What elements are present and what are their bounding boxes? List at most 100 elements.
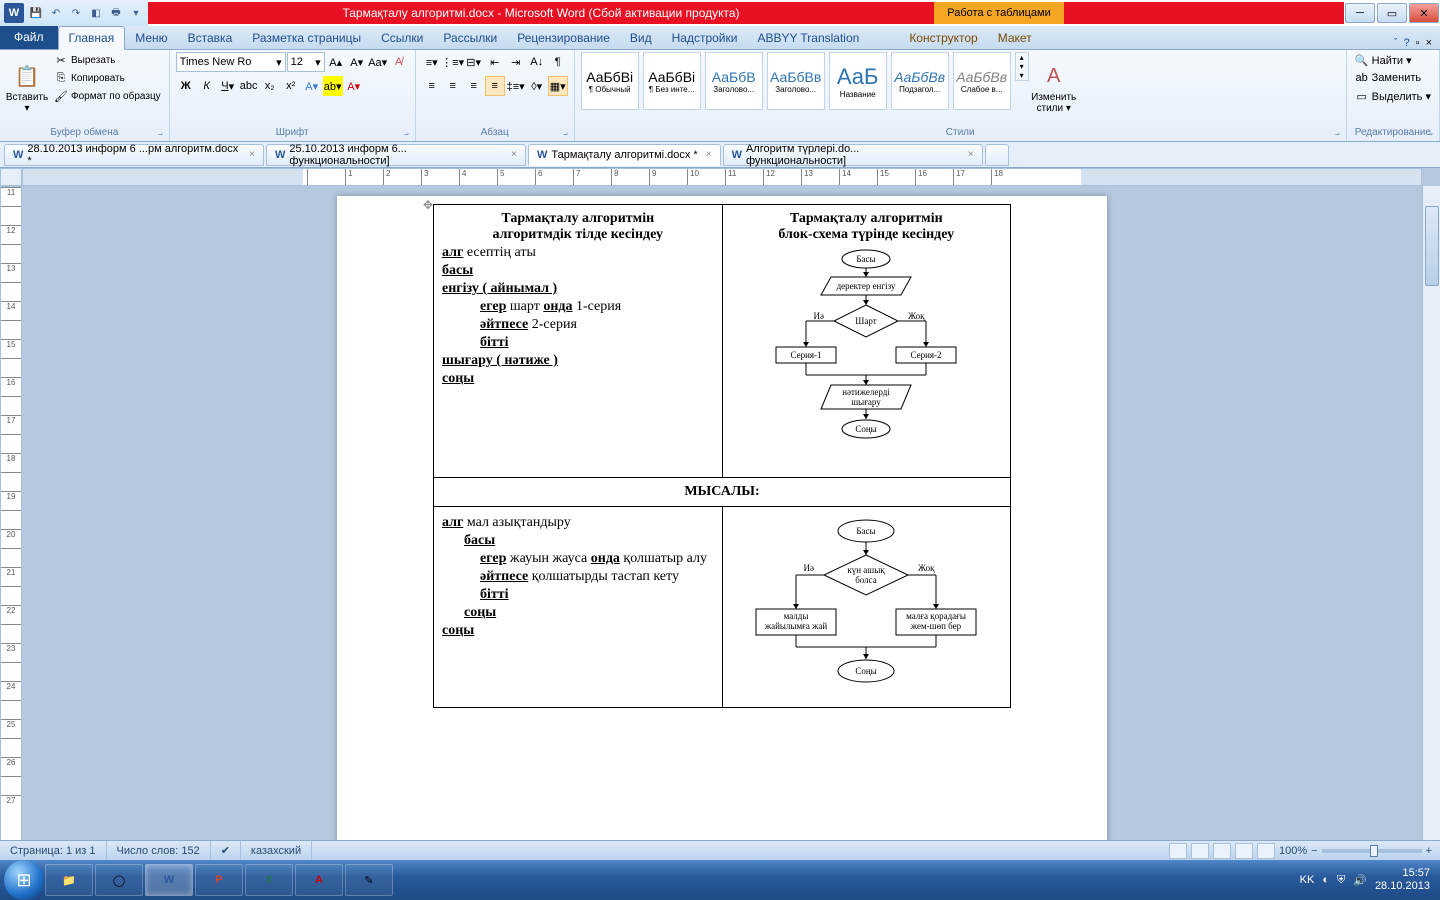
page-scroll-area[interactable]: ✥ Тармақталу алгоритмін алгоритмдік тілд… — [22, 186, 1422, 880]
view-outline-button[interactable] — [1235, 843, 1253, 859]
bold-button[interactable]: Ж — [176, 76, 196, 96]
ruler-corner[interactable] — [0, 168, 22, 186]
font-name-combo[interactable]: Times New Ro▾ — [176, 52, 286, 72]
scroll-thumb[interactable] — [1425, 206, 1439, 286]
tab-view[interactable]: Вид — [620, 27, 662, 49]
tab-abbyy[interactable]: ABBYY Translation — [747, 27, 869, 49]
zoom-label[interactable]: 100% — [1279, 845, 1307, 857]
copy-button[interactable]: ⎘Копировать — [52, 70, 163, 86]
tray-network-icon[interactable]: ⛨ — [1337, 874, 1345, 887]
status-words[interactable]: Число слов: 152 — [107, 841, 211, 860]
increase-indent-button[interactable]: ⇥ — [506, 52, 526, 72]
close-button[interactable]: ✕ — [1409, 3, 1439, 23]
taskbar-adobe-icon[interactable]: A — [295, 864, 343, 896]
format-painter-button[interactable]: 🖌Формат по образцу — [52, 88, 163, 104]
style-item-5[interactable]: АаБбВвПодзагол... — [891, 52, 949, 110]
status-language[interactable]: казахский — [241, 841, 312, 860]
doc-tab-close-icon[interactable]: × — [511, 149, 517, 160]
text-effects-button[interactable]: A▾ — [302, 76, 322, 96]
save-icon[interactable]: 💾 — [28, 5, 44, 21]
style-item-6[interactable]: АаБбВвСлабое в... — [953, 52, 1011, 110]
tab-mailings[interactable]: Рассылки — [433, 27, 507, 49]
tab-table-layout[interactable]: Макет — [988, 27, 1042, 49]
doc-tab-close-icon[interactable]: × — [968, 149, 974, 160]
vertical-scrollbar[interactable] — [1422, 186, 1440, 880]
grow-font-button[interactable]: A▴ — [326, 52, 346, 72]
taskbar-app-icon[interactable]: ✎ — [345, 864, 393, 896]
styles-more-icon[interactable]: ▾ — [1016, 71, 1028, 80]
align-left-button[interactable]: ≡ — [422, 76, 442, 96]
status-proof-icon[interactable]: ✔ — [211, 841, 241, 860]
subscript-button[interactable]: x₂ — [260, 76, 280, 96]
taskbar-excel-icon[interactable]: X — [245, 864, 293, 896]
redo-icon[interactable]: ↷ — [68, 5, 84, 21]
taskbar-powerpoint-icon[interactable]: P — [195, 864, 243, 896]
style-item-2[interactable]: АаБбВЗаголово... — [705, 52, 763, 110]
zoom-slider[interactable] — [1322, 849, 1422, 853]
line-spacing-button[interactable]: ‡≡▾ — [506, 76, 526, 96]
undo-icon[interactable]: ↶ — [48, 5, 64, 21]
shrink-font-button[interactable]: A▾ — [347, 52, 367, 72]
horizontal-ruler[interactable]: 123456789101112131415161718 — [22, 168, 1422, 186]
strike-button[interactable]: abc — [239, 76, 259, 96]
align-right-button[interactable]: ≡ — [464, 76, 484, 96]
start-button[interactable]: ⊞ — [4, 860, 44, 900]
tray-volume-icon[interactable]: 🔊 — [1353, 874, 1367, 887]
view-web-button[interactable] — [1213, 843, 1231, 859]
tab-review[interactable]: Рецензирование — [507, 27, 620, 49]
clear-format-button[interactable]: A̸ — [389, 52, 409, 72]
view-draft-button[interactable] — [1257, 843, 1275, 859]
change-case-button[interactable]: Aa▾ — [368, 52, 388, 72]
doc-tab-2[interactable]: WТармақталу алгоритмі.docx *× — [528, 144, 721, 166]
show-marks-button[interactable]: ¶ — [548, 52, 568, 72]
style-item-0[interactable]: АаБбВі¶ Обычный — [581, 52, 639, 110]
tray-flag-icon[interactable]: ◐ — [1322, 874, 1329, 886]
tab-table-design[interactable]: Конструктор — [899, 27, 987, 49]
italic-button[interactable]: К — [197, 76, 217, 96]
select-button[interactable]: ▭Выделить ▾ — [1353, 88, 1433, 104]
style-item-1[interactable]: АаБбВі¶ Без инте... — [643, 52, 701, 110]
multilevel-button[interactable]: ⊟▾ — [464, 52, 484, 72]
view-print-layout-button[interactable] — [1169, 843, 1187, 859]
find-button[interactable]: 🔍Найти ▾ — [1353, 52, 1414, 68]
sort-button[interactable]: A↓ — [527, 52, 547, 72]
qat-dropdown-icon[interactable]: ▾ — [128, 5, 144, 21]
doc-close-icon[interactable]: × — [1426, 37, 1432, 49]
decrease-indent-button[interactable]: ⇤ — [485, 52, 505, 72]
shading-button[interactable]: ◊▾ — [527, 76, 547, 96]
help-icon[interactable]: ? — [1404, 37, 1410, 49]
taskbar-word-icon[interactable]: W — [145, 864, 193, 896]
superscript-button[interactable]: x² — [281, 76, 301, 96]
style-item-4[interactable]: АаБНазвание — [829, 52, 887, 110]
tab-layout[interactable]: Разметка страницы — [242, 27, 371, 49]
file-tab[interactable]: Файл — [0, 25, 58, 49]
tray-lang[interactable]: KK — [1300, 874, 1315, 886]
doc-tab-0[interactable]: W28.10.2013 информ 6 ...рм алгоритм.docx… — [4, 144, 264, 166]
numbering-button[interactable]: ⋮≡▾ — [443, 52, 463, 72]
doc-tab-close-icon[interactable]: × — [249, 149, 255, 160]
justify-button[interactable]: ≡ — [485, 76, 505, 96]
tab-menu[interactable]: Меню — [125, 27, 177, 49]
status-page[interactable]: Страница: 1 из 1 — [0, 841, 107, 860]
cut-button[interactable]: ✂Вырезать — [52, 52, 163, 68]
minimize-button[interactable]: ─ — [1345, 3, 1375, 23]
style-item-3[interactable]: АаБбВвЗаголово... — [767, 52, 825, 110]
doc-tab-3[interactable]: WАлгоритм түрлері.do... функциональности… — [723, 144, 983, 166]
font-size-combo[interactable]: 12▾ — [287, 52, 325, 72]
underline-button[interactable]: Ч▾ — [218, 76, 238, 96]
taskbar-explorer-icon[interactable]: 📁 — [45, 864, 93, 896]
styles-scroll-down-icon[interactable]: ▾ — [1016, 62, 1028, 71]
new-doc-tab-button[interactable] — [985, 144, 1009, 166]
styles-scroll-up-icon[interactable]: ▴ — [1016, 53, 1028, 62]
maximize-button[interactable]: ▭ — [1377, 3, 1407, 23]
zoom-slider-thumb[interactable] — [1370, 845, 1378, 857]
highlight-button[interactable]: ab▾ — [323, 76, 343, 96]
borders-button[interactable]: ▦▾ — [548, 76, 568, 96]
tab-home[interactable]: Главная — [58, 26, 126, 50]
doc-restore-icon[interactable]: ▫ — [1416, 37, 1420, 49]
tab-references[interactable]: Ссылки — [371, 27, 433, 49]
align-center-button[interactable]: ≡ — [443, 76, 463, 96]
bullets-button[interactable]: ≡▾ — [422, 52, 442, 72]
qat-icon-1[interactable]: ◧ — [88, 5, 104, 21]
tab-addins[interactable]: Надстройки — [662, 27, 748, 49]
